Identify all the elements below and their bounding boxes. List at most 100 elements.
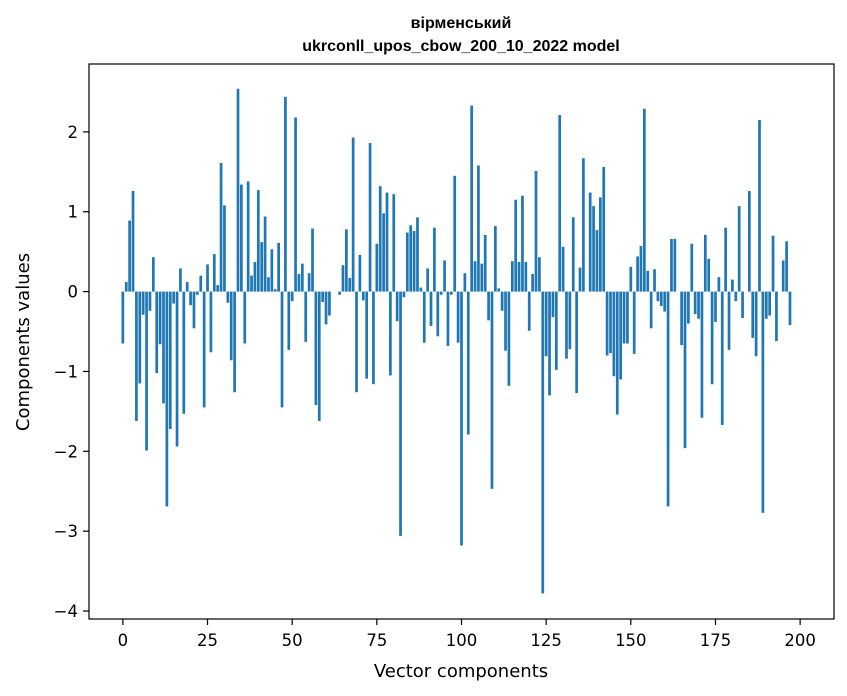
bar	[321, 291, 325, 302]
bar	[680, 291, 683, 346]
bar	[500, 291, 504, 311]
bar	[219, 163, 223, 292]
bar	[741, 291, 744, 318]
bar	[781, 260, 785, 292]
bar	[317, 291, 321, 421]
bar	[429, 291, 433, 326]
bar	[504, 291, 507, 351]
bar	[768, 291, 772, 316]
bar	[541, 291, 545, 594]
x-tick-label: 175	[700, 631, 732, 650]
bar	[514, 199, 518, 292]
bar	[378, 186, 382, 292]
bar	[578, 267, 582, 292]
bar	[365, 291, 369, 379]
bar	[636, 256, 639, 292]
bar	[622, 291, 626, 344]
bar	[368, 143, 372, 292]
bar	[531, 274, 534, 292]
bar	[389, 291, 392, 376]
bar	[463, 273, 467, 292]
bar	[199, 275, 203, 292]
y-tick-label: −4	[54, 602, 78, 621]
bar	[612, 291, 616, 377]
bar	[196, 291, 199, 295]
bar	[571, 217, 575, 292]
bar	[385, 192, 389, 292]
bar	[700, 291, 704, 418]
bar	[477, 165, 480, 292]
bar	[731, 279, 734, 292]
bar	[697, 291, 700, 319]
bar	[538, 257, 541, 292]
bar	[653, 269, 656, 292]
bar	[737, 206, 741, 292]
bar	[138, 291, 142, 384]
bar	[734, 291, 738, 302]
bar	[558, 115, 562, 292]
bar	[649, 291, 653, 329]
bar	[314, 291, 318, 405]
bar	[165, 291, 169, 507]
bar	[192, 291, 196, 329]
bar	[223, 205, 226, 292]
bar	[487, 291, 490, 321]
bar	[182, 291, 186, 414]
bar	[260, 242, 264, 292]
bar	[426, 268, 429, 292]
bar	[405, 232, 409, 292]
bar	[758, 119, 761, 292]
bar	[158, 291, 162, 345]
bar	[436, 291, 440, 337]
bar	[595, 230, 599, 292]
bar	[592, 206, 595, 292]
bar	[236, 88, 240, 292]
bar	[605, 291, 609, 356]
bar	[690, 243, 694, 292]
bar	[287, 291, 291, 350]
chart-title-line1: вірменський	[411, 15, 512, 32]
bar	[656, 291, 660, 302]
bar	[155, 291, 159, 374]
bar	[253, 262, 257, 292]
bar	[345, 229, 348, 292]
bar	[382, 213, 385, 292]
bar	[175, 291, 179, 447]
bar	[185, 282, 189, 292]
bar	[615, 291, 619, 415]
bar	[565, 291, 568, 359]
bar	[284, 96, 287, 292]
bar	[551, 291, 555, 318]
bar	[168, 291, 172, 429]
bar	[128, 220, 131, 292]
bar	[534, 171, 538, 292]
y-tick-label: 0	[68, 283, 79, 302]
bar	[707, 258, 711, 292]
bar	[507, 291, 511, 386]
y-tick-label: 2	[68, 123, 79, 142]
bar	[338, 291, 341, 295]
bar	[643, 108, 646, 292]
bar	[480, 263, 484, 292]
bar	[240, 184, 243, 292]
bar	[300, 263, 304, 292]
bar	[720, 291, 724, 425]
bar	[527, 291, 531, 331]
bar	[212, 254, 216, 292]
bar	[446, 291, 450, 346]
bar	[270, 249, 274, 292]
bar	[267, 277, 270, 292]
bar-series	[121, 88, 792, 594]
bar	[659, 291, 663, 306]
bar	[775, 291, 778, 342]
x-tick-label: 150	[615, 631, 647, 650]
bar	[361, 291, 365, 301]
bar	[443, 260, 446, 292]
bar	[619, 291, 623, 380]
bar	[687, 291, 690, 324]
bar	[409, 225, 413, 292]
bar	[788, 291, 792, 326]
bar	[785, 241, 788, 292]
bar	[626, 291, 629, 344]
bar	[588, 192, 592, 292]
